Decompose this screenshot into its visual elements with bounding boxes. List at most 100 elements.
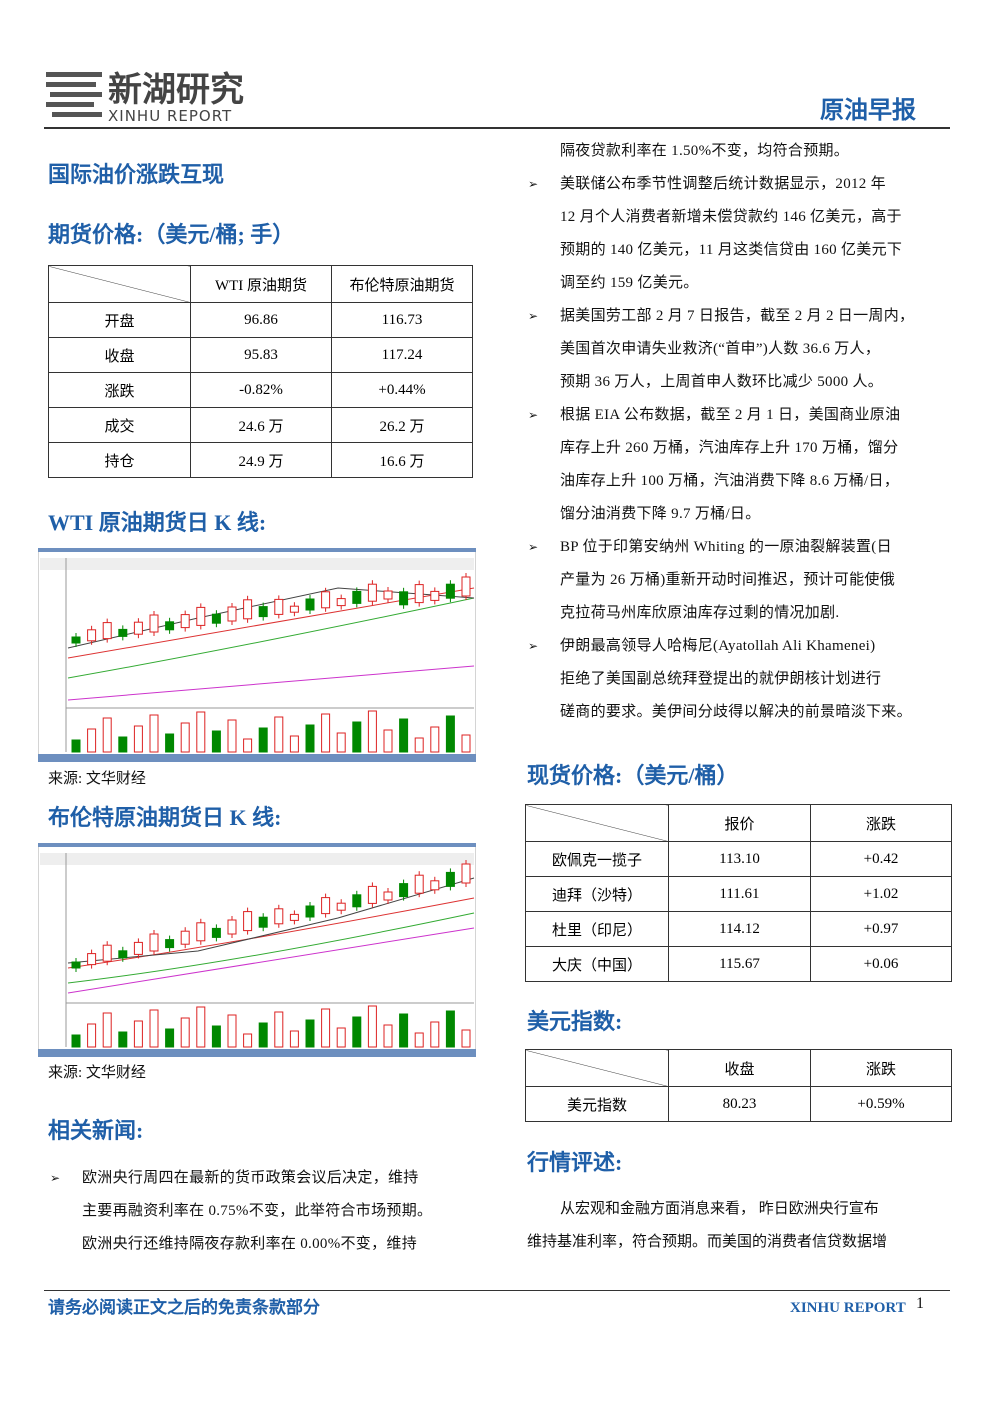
chart-shape <box>399 591 409 606</box>
header-rule <box>44 127 950 129</box>
chart-shape <box>211 1025 221 1048</box>
chart-shape <box>102 622 112 640</box>
chart-shape <box>274 716 284 753</box>
chart-shape <box>211 927 221 938</box>
chart-shape <box>414 874 424 894</box>
chart-shape <box>118 736 128 753</box>
chart-shape <box>227 919 237 935</box>
table-cell: 116.73 <box>331 302 473 338</box>
chart-shape <box>87 728 97 753</box>
table-cell: +0.97 <box>810 911 952 947</box>
chart-shape <box>258 1022 268 1048</box>
chart-shape <box>118 950 128 959</box>
table-cell: 杜里（印尼） <box>525 911 669 947</box>
section-title: 布伦特原油期货日 K 线: <box>48 805 282 830</box>
chart-shape <box>461 734 471 753</box>
table-cell: 80.23 <box>668 1086 811 1122</box>
chart-shape <box>274 1011 284 1048</box>
chart-shape <box>71 636 81 644</box>
chart-shape <box>196 711 206 753</box>
news-line: 根据 EIA 公布数据，截至 2 月 1 日，美国商业原油 <box>560 407 901 423</box>
chart-shape <box>243 738 253 753</box>
disclaimer: 请务必阅读正文之后的免责条款部分 <box>48 1298 320 1317</box>
commentary-line: 从宏观和金融方面消息来看， 昨日欧洲央行宣布 <box>560 1201 879 1217</box>
news-line: 欧洲央行周四在最新的货币政策会议后决定，维持 <box>82 1170 419 1186</box>
commentary-line: 维持基准利率，符合预期。而美国的消费者信贷数据增 <box>527 1234 888 1250</box>
chart-shape <box>38 548 476 552</box>
chart-shape <box>461 576 471 597</box>
table-cell: 114.12 <box>668 911 811 947</box>
chart-shape <box>165 621 175 631</box>
chart-shape <box>71 1034 81 1048</box>
news-line: 预期的 140 亿美元，11 月这类信贷由 160 亿美元下 <box>560 242 903 258</box>
table-cell: 欧佩克一揽子 <box>525 841 669 877</box>
chart-shape <box>352 721 362 753</box>
chart-shape <box>180 722 190 753</box>
logo-en: XINHU REPORT <box>108 107 233 125</box>
chart-shape <box>305 1019 315 1048</box>
dollar-table: 收盘 涨跌 美元指数 80.23 +0.59% <box>525 1049 952 1122</box>
table-cell: 24.6 万 <box>190 407 332 443</box>
table-cell: +0.59% <box>810 1086 952 1122</box>
chart-shape <box>258 916 268 928</box>
table-cell: -0.82% <box>190 372 332 408</box>
chart-shape <box>321 713 331 753</box>
chart-shape <box>71 739 81 753</box>
chart-shape <box>67 912 475 984</box>
chart-shape <box>305 598 315 611</box>
chart-shape <box>165 939 175 949</box>
header-cell: 报价 <box>668 804 811 842</box>
corner-cell <box>48 265 191 303</box>
news-line: 克拉荷马州库欣原油库存过剩的情况加剧. <box>560 605 840 621</box>
chart-shape <box>321 591 331 609</box>
table-cell: 美元指数 <box>525 1086 669 1122</box>
chart-shape <box>289 913 299 921</box>
chart-shape <box>258 727 268 753</box>
chart-shape <box>383 1024 393 1048</box>
chart-shape <box>149 1009 159 1048</box>
chart-shape <box>414 1032 424 1048</box>
chart-shape <box>40 558 474 570</box>
chart-shape <box>352 590 362 604</box>
chart-shape <box>336 902 346 911</box>
chart-shape <box>118 1031 128 1048</box>
chart-shape <box>321 897 331 915</box>
chart-shape <box>243 599 253 620</box>
chart-shape <box>336 598 346 607</box>
news-line: 美联储公布季节性调整后统计数据显示，2012 年 <box>560 176 886 192</box>
table-cell: 开盘 <box>48 302 191 338</box>
chart-shape <box>399 883 409 898</box>
chart-shape <box>445 583 455 599</box>
chart-shape <box>196 1006 206 1048</box>
chart-shape <box>305 724 315 753</box>
chart-shape <box>414 584 424 604</box>
page-number: 1 <box>916 1295 924 1312</box>
chart-shape <box>87 629 97 642</box>
source: 来源: 文华财经 <box>48 1065 146 1081</box>
chart-shape <box>102 944 112 962</box>
bullet: ➢ <box>50 1171 61 1185</box>
chart-shape <box>383 891 393 901</box>
chart-shape <box>196 922 206 942</box>
chart-shape <box>336 732 346 753</box>
news-line: 主要再融资利率在 0.75%不变，此举符合市场预期。 <box>82 1203 433 1219</box>
headline: 国际油价涨跌互现 <box>48 162 225 187</box>
table-cell: +0.06 <box>810 946 952 982</box>
chart-shape <box>165 1028 175 1048</box>
section-title: 相关新闻: <box>48 1118 144 1143</box>
chart-shape <box>118 628 128 637</box>
news-line: 预期 36 万人，上周首申人数环比减少 5000 人。 <box>560 374 884 390</box>
chart-shape <box>352 894 362 908</box>
chart-shape <box>430 1021 440 1048</box>
chart-shape <box>289 605 299 613</box>
brent-kline-chart <box>38 843 476 1057</box>
chart-shape <box>87 953 97 966</box>
news-line: 12 月个人消费者新增未偿贷款约 146 亿美元，高于 <box>560 209 902 225</box>
table-cell: 涨跌 <box>48 372 191 408</box>
news-line: BP 位于印第安纳州 Whiting 的一原油裂解装置(日 <box>560 539 892 555</box>
news-line: 拒绝了美国副总统拜登提出的就伊朗核计划进行 <box>560 671 882 687</box>
bullet: ➢ <box>528 639 539 653</box>
header-cell: WTI 原油期货 <box>190 265 332 303</box>
footer-rule <box>44 1290 950 1291</box>
news-line: 油库存上升 100 万桶，汽油消费下降 8.6 万桶/日， <box>560 473 900 489</box>
